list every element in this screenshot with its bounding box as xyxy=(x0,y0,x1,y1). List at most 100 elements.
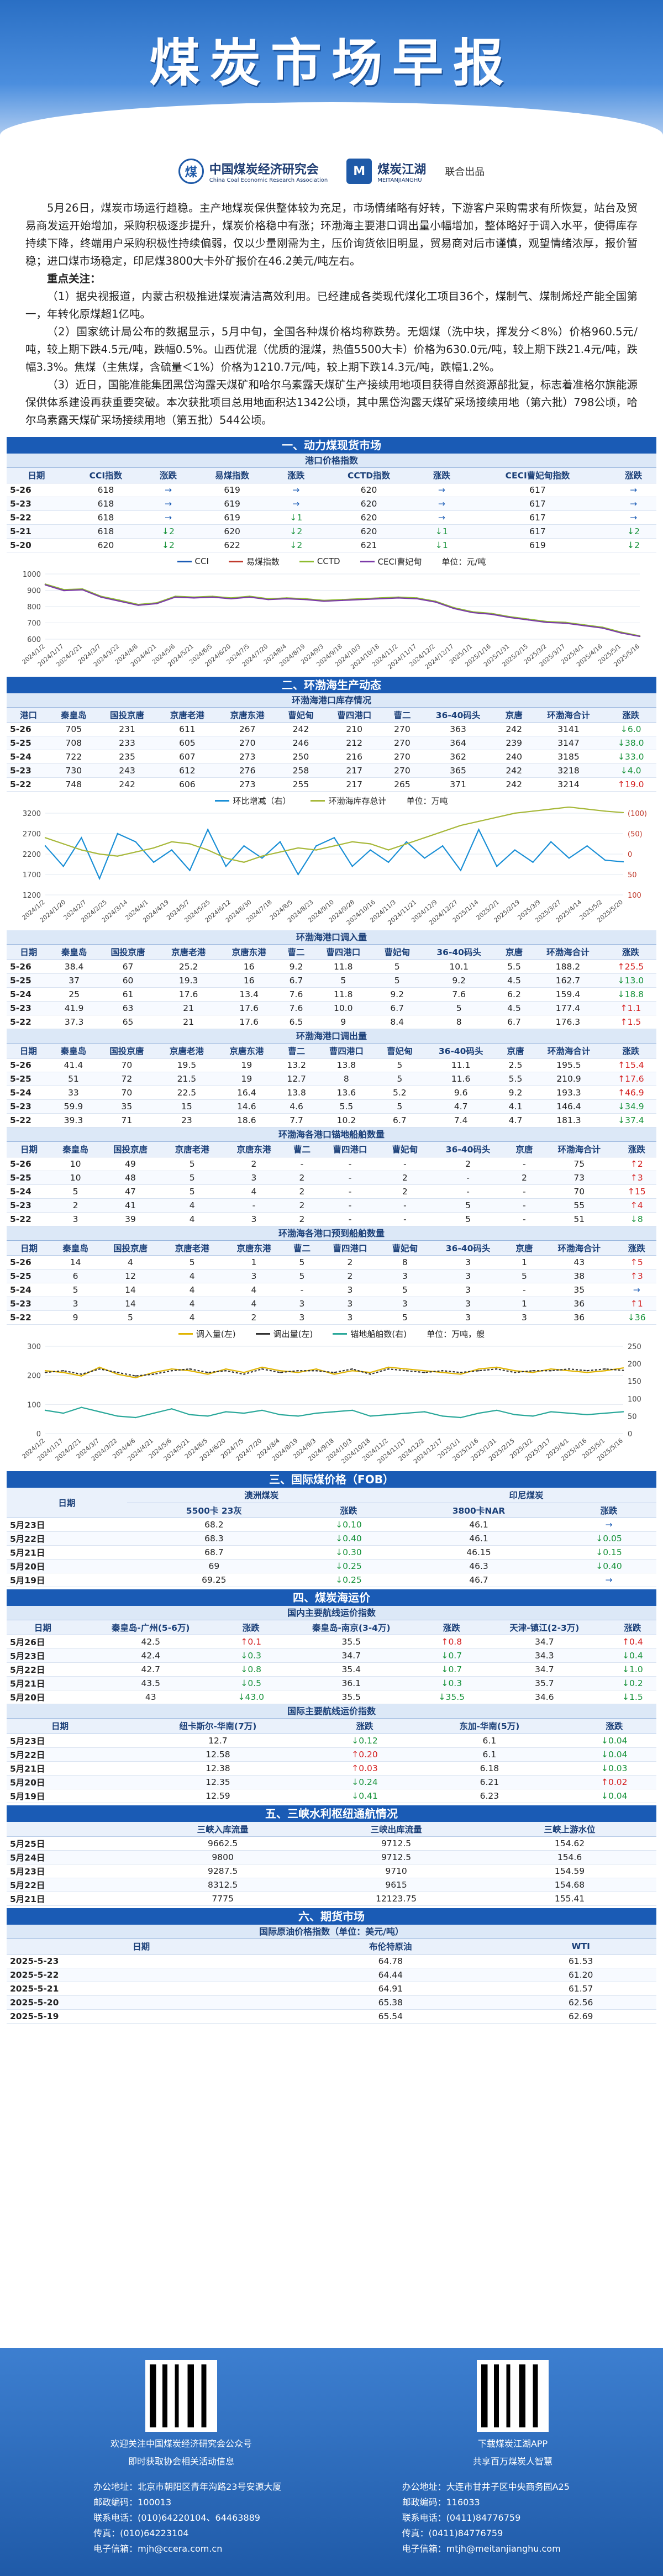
data-point xyxy=(441,1415,444,1417)
data-point xyxy=(152,1373,155,1375)
data-point xyxy=(387,861,390,863)
table-cell: 48 xyxy=(99,1171,161,1185)
series-line xyxy=(45,583,640,637)
table-cell: 5-22 xyxy=(7,777,50,792)
col-header: 易煤指数 xyxy=(191,468,273,483)
table-cell: 21 xyxy=(158,1001,219,1015)
table-cell: 242 xyxy=(496,777,532,792)
data-point xyxy=(622,812,624,814)
outflow-table: 日期 秦皇岛 国投京唐 京唐老港 京唐东港 曹二 曹四港口 曹妃甸 36-40码头 京唐 环渤海合计… xyxy=(7,1043,656,1128)
table-cell: 619 xyxy=(464,538,611,552)
table-cell: 5-23 xyxy=(7,497,66,511)
data-point xyxy=(406,1368,407,1370)
data-point xyxy=(135,1416,136,1419)
table-cell: 3 xyxy=(51,1297,100,1311)
table-cell: 5月19日 xyxy=(7,1789,114,1803)
table-row: 2025-5-20 65.38 62.56 xyxy=(7,1995,656,2010)
col-header: 秦皇岛 xyxy=(50,707,97,723)
data-point xyxy=(62,843,64,845)
table-cell: 155.41 xyxy=(483,1892,656,1906)
table-cell: 5 xyxy=(161,1255,223,1269)
data-point xyxy=(604,1370,606,1372)
table-cell: 61 xyxy=(97,987,159,1002)
table-cell: → xyxy=(145,483,191,497)
data-point xyxy=(117,1372,118,1373)
table-cell: - xyxy=(507,1198,542,1213)
crude-oil-table: 日期 布伦特原油 WTI 2025-5-23 64.78 61.53 2025-5-22 64… xyxy=(7,1939,656,2024)
data-point xyxy=(315,1368,317,1370)
y-tick-label: 200 xyxy=(27,1372,41,1381)
table-cell: 15 xyxy=(156,1099,217,1114)
table-cell: 3 xyxy=(429,1269,507,1283)
table-cell: 17.6 xyxy=(158,987,219,1002)
table-cell: 34.7 xyxy=(480,1662,609,1677)
table-cell: 708 xyxy=(50,736,97,750)
wechat-qr-icon[interactable] xyxy=(145,2360,217,2432)
table-cell: 36 xyxy=(541,1297,617,1311)
data-point xyxy=(98,1411,101,1413)
col-header: 曹四港口 xyxy=(319,1142,381,1157)
data-point xyxy=(81,837,82,839)
table-cell: 3 xyxy=(319,1310,381,1325)
table-row: 5月19日 69.25 ↓0.25 46.7 → xyxy=(7,1573,656,1587)
table-cell: 37 xyxy=(50,973,98,988)
data-point xyxy=(207,1372,209,1373)
data-point xyxy=(189,843,191,845)
section-intl-price: 三、国际煤价格（FOB） 日期 澳洲煤炭 印尼煤炭 5500卡 23灰 涨跌 3800卡… xyxy=(7,1471,656,1587)
col-header: 日期 xyxy=(7,1488,127,1518)
data-point xyxy=(532,810,534,812)
subsection-title: 环渤海各港口锚地船舶数量 xyxy=(7,1128,656,1142)
table-cell: 4 xyxy=(223,1283,285,1297)
table-cell: 2 xyxy=(285,1198,319,1213)
data-point xyxy=(639,635,641,637)
table-cell: 12.7 xyxy=(276,1072,317,1086)
table-cell: 9615 xyxy=(309,1878,483,1892)
data-point xyxy=(44,1370,46,1372)
legend-swatch-icon xyxy=(215,800,230,802)
col-header: 秦皇岛 xyxy=(51,1240,100,1256)
data-point xyxy=(297,1370,299,1372)
data-point xyxy=(171,1370,173,1372)
table-cell: 722 xyxy=(50,750,97,764)
qr-caption: 共享百万煤炭人智慧 xyxy=(472,2456,552,2467)
table-cell: 363 xyxy=(420,722,496,736)
table-cell: ↓2 xyxy=(611,524,656,539)
col-header: 曹妃甸 xyxy=(373,945,421,960)
y-tick-label: 1000 xyxy=(23,571,41,579)
table-cell: 8 xyxy=(316,1072,377,1086)
table-cell: 2025-5-21 xyxy=(7,1982,276,1996)
y2-tick-label: 100 xyxy=(628,1395,641,1404)
table-row: 5月19日 12.59 ↓0.41 6.23 ↓0.04 xyxy=(7,1789,656,1803)
table-cell: 23 xyxy=(156,1113,217,1128)
subsection-title: 环渤海港口库存情况 xyxy=(7,693,656,708)
mtjh-logo: M 煤炭江湖 MEITANJIANGHU xyxy=(346,159,426,184)
data-point xyxy=(117,1373,118,1375)
table-cell: ↓2 xyxy=(273,524,319,539)
table-cell: 51 xyxy=(541,1212,617,1226)
col-header: 国投京唐 xyxy=(97,707,157,723)
col-header: 涨跌 xyxy=(273,468,319,483)
table-cell: 5 xyxy=(313,973,374,988)
data-point xyxy=(397,597,399,599)
table-cell: ↓0.04 xyxy=(572,1789,656,1803)
inventory-svg: 12001700220027003200100500(50)(100)2024/… xyxy=(21,806,647,926)
table-cell: 19 xyxy=(217,1058,277,1072)
data-point xyxy=(261,1368,263,1370)
app-qr-icon[interactable] xyxy=(476,2360,549,2432)
table-cell: ↑0.02 xyxy=(572,1775,656,1789)
table-row: 5-26 38.4 67 25.2 16 9.2 11.8 5 10.1 5.5 188.2 ↑25.… xyxy=(7,960,656,974)
table-cell: ↑1.5 xyxy=(604,1015,656,1029)
section-title: 四、煤炭海运价 xyxy=(7,1589,656,1606)
table-cell: - xyxy=(319,1171,381,1185)
subsection-title: 环渤海港口调出量 xyxy=(7,1029,656,1044)
table-cell: 34.7 xyxy=(480,1635,609,1649)
data-point xyxy=(62,866,64,867)
data-point xyxy=(225,1411,227,1413)
col-header: 曹二 xyxy=(285,1240,319,1256)
col-header: 环渤海合计 xyxy=(532,1043,606,1058)
table-cell: ↑15 xyxy=(617,1184,656,1199)
y-tick-label: 700 xyxy=(27,619,41,628)
data-point xyxy=(117,833,118,835)
data-point xyxy=(243,1373,245,1375)
table-cell: 364 xyxy=(420,736,496,750)
